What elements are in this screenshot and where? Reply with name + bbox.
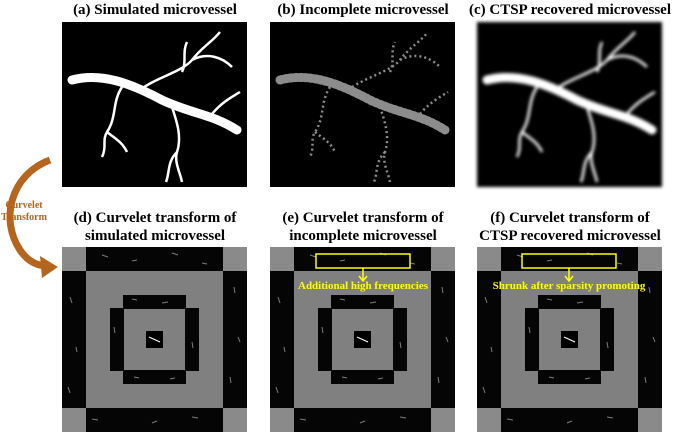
panel-title: CTSP recovered microvessel <box>479 228 661 244</box>
arrow-label: Curvelet <box>5 200 43 211</box>
transform-arrow-head <box>40 256 58 278</box>
annotation: Shrunk after sparsity promoting <box>493 280 646 292</box>
panel-title: (c) CTSP recovered microvessel <box>469 2 671 18</box>
panel-title: simulated microvessel <box>85 228 225 244</box>
annotation: Additional high frequencies <box>298 280 429 292</box>
panel-title: (b) Incomplete microvessel <box>277 2 448 18</box>
panel-title: (d) Curvelet transform of <box>74 210 238 226</box>
panel-title: (e) Curvelet transform of <box>282 210 444 226</box>
arrow-label: Transform <box>1 212 48 223</box>
vessel-image <box>477 22 662 187</box>
vessel-image <box>270 22 455 187</box>
panel-title: (f) Curvelet transform of <box>490 210 651 226</box>
panel-title: incomplete microvessel <box>289 228 437 244</box>
vessel-image <box>62 22 247 187</box>
panel-title: (a) Simulated microvessel <box>73 2 237 18</box>
curvelet-image <box>62 247 247 432</box>
figure: (a) Simulated microvessel (b) Incomplete… <box>0 0 694 434</box>
